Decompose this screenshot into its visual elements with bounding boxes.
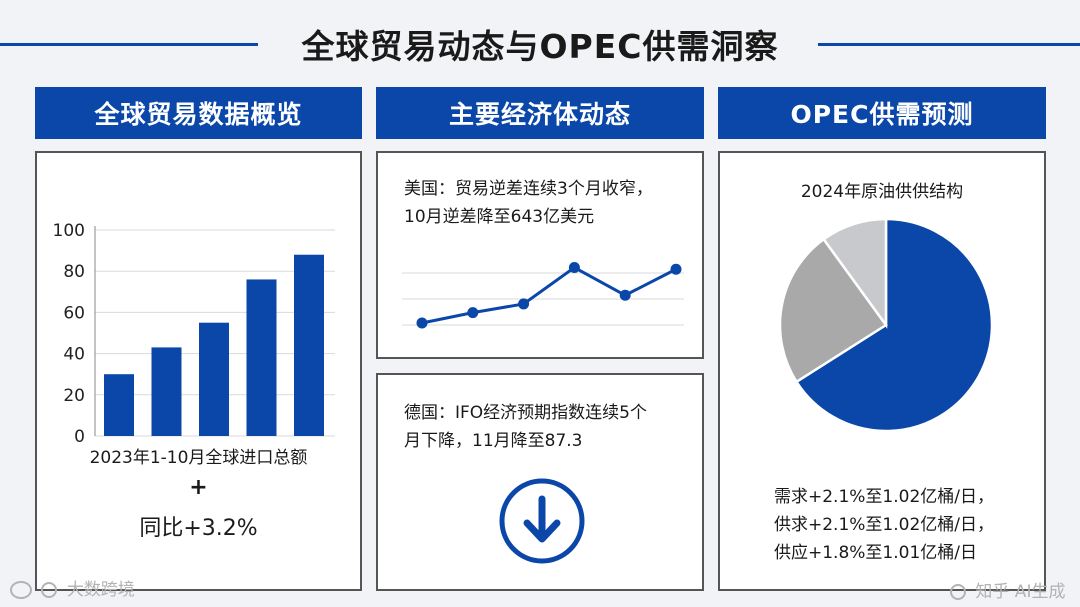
yoy-growth: 同比+3.2% [139,516,258,541]
bar-chart-caption: 2023年1-10月全球进口总额 [89,448,308,468]
y-tick-label: 60 [63,303,85,323]
pie-title: 2024年原油供供结构 [800,182,964,202]
page-title: 全球贸易动态与OPEC供需洞察 [301,27,779,66]
bar [199,322,229,436]
watermark-dot-icon [41,582,58,598]
title-rule-right [818,43,1080,46]
opec-text-line1: 需求+2.1%至1.02亿桶/日， [774,487,995,507]
panel-us: 美国：贸易逆差连续3个月收窄， 10月逆差降至643亿美元 [376,151,704,359]
pie-slice [821,217,888,329]
line-series [421,265,677,325]
y-tick-label: 40 [63,345,85,365]
header-economies: 主要经济体动态 [376,87,704,139]
plus-sign: + [189,475,208,500]
opec-text-line2: 供求+2.1%至1.02亿桶/日， [774,515,995,535]
y-tick-label: 0 [74,427,85,447]
panel-opec: 2024年原油供供结构 需求+2.1%至1.02亿桶/日， 供求+2.1%至1.… [718,151,1046,591]
zhihu-logo-icon [950,584,966,600]
line-chart [402,262,684,329]
bar [294,254,324,436]
us-text-line2: 10月逆差降至643亿美元 [404,207,595,227]
line-point [670,263,682,275]
weibo-logo-icon [10,581,32,599]
de-text-line1: 德国：IFO经济预期指数连续5个 [404,403,647,423]
header-opec: OPEC供需预测 [718,87,1046,139]
bar [151,347,182,436]
bar [104,374,134,436]
line-point [568,262,580,274]
title-rule-left [0,43,258,46]
panel-germany: 德国：IFO经济预期指数连续5个 月下降，11月降至87.3 [376,373,704,591]
watermark-left: 大数跨境 [10,575,135,600]
pie-slice [778,237,888,384]
line-point [416,317,428,329]
bar-chart: 0 20 40 60 80 100 [53,221,335,447]
line-point [518,298,530,310]
us-text-line1: 美国：贸易逆差连续3个月收窄， [404,179,653,199]
line-point [619,289,631,301]
title-row: 全球贸易动态与OPEC供需洞察 [0,14,1080,74]
panel-global-trade: 0 20 40 60 80 100 2023年1-10月全球进口总额 + 同比+3.2% [35,151,362,591]
watermark-left-text: 大数跨境 [66,580,135,600]
pie-slice [794,217,994,433]
y-tick-label: 80 [63,262,85,282]
arrow-down-circle-icon [499,478,585,564]
y-tick-label: 100 [53,221,85,241]
bar [246,279,277,436]
de-text-line2: 月下降，11月降至87.3 [404,431,583,451]
opec-text-line3: 供应+1.8%至1.01亿桶/日 [774,543,978,563]
watermark-right: 知乎 AI生成 [950,577,1065,602]
pie-chart [778,217,994,433]
watermark-right-text: 知乎 AI生成 [975,582,1066,602]
y-tick-label: 20 [63,386,85,406]
header-global-trade: 全球贸易数据概览 [35,87,362,139]
line-point [467,307,479,319]
